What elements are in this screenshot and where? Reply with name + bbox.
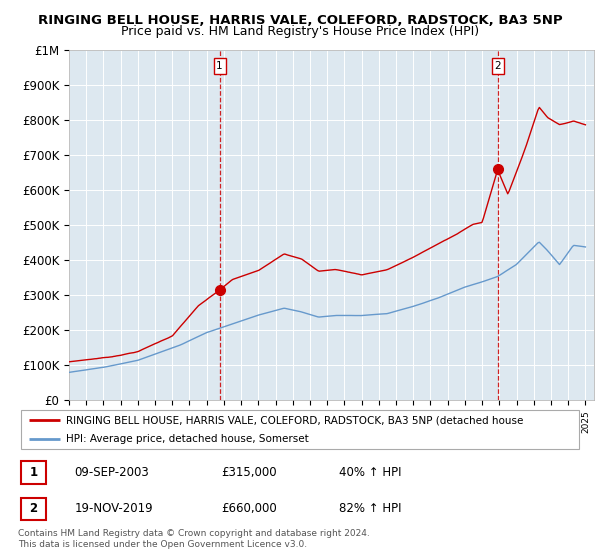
Text: £315,000: £315,000 — [221, 466, 277, 479]
Text: 40% ↑ HPI: 40% ↑ HPI — [340, 466, 402, 479]
FancyBboxPatch shape — [21, 410, 579, 449]
FancyBboxPatch shape — [21, 461, 46, 484]
Text: 82% ↑ HPI: 82% ↑ HPI — [340, 502, 402, 515]
Text: 1: 1 — [29, 466, 38, 479]
Text: 2: 2 — [29, 502, 38, 515]
Text: Price paid vs. HM Land Registry's House Price Index (HPI): Price paid vs. HM Land Registry's House … — [121, 25, 479, 38]
Text: 1: 1 — [217, 61, 223, 71]
Text: £660,000: £660,000 — [221, 502, 277, 515]
Text: 09-SEP-2003: 09-SEP-2003 — [74, 466, 149, 479]
Text: HPI: Average price, detached house, Somerset: HPI: Average price, detached house, Some… — [66, 435, 308, 445]
Text: Contains HM Land Registry data © Crown copyright and database right 2024.
This d: Contains HM Land Registry data © Crown c… — [18, 529, 370, 549]
Text: 2: 2 — [494, 61, 501, 71]
Text: 19-NOV-2019: 19-NOV-2019 — [74, 502, 153, 515]
Text: RINGING BELL HOUSE, HARRIS VALE, COLEFORD, RADSTOCK, BA3 5NP: RINGING BELL HOUSE, HARRIS VALE, COLEFOR… — [38, 14, 562, 27]
FancyBboxPatch shape — [21, 498, 46, 520]
Text: RINGING BELL HOUSE, HARRIS VALE, COLEFORD, RADSTOCK, BA3 5NP (detached house: RINGING BELL HOUSE, HARRIS VALE, COLEFOR… — [66, 415, 523, 425]
